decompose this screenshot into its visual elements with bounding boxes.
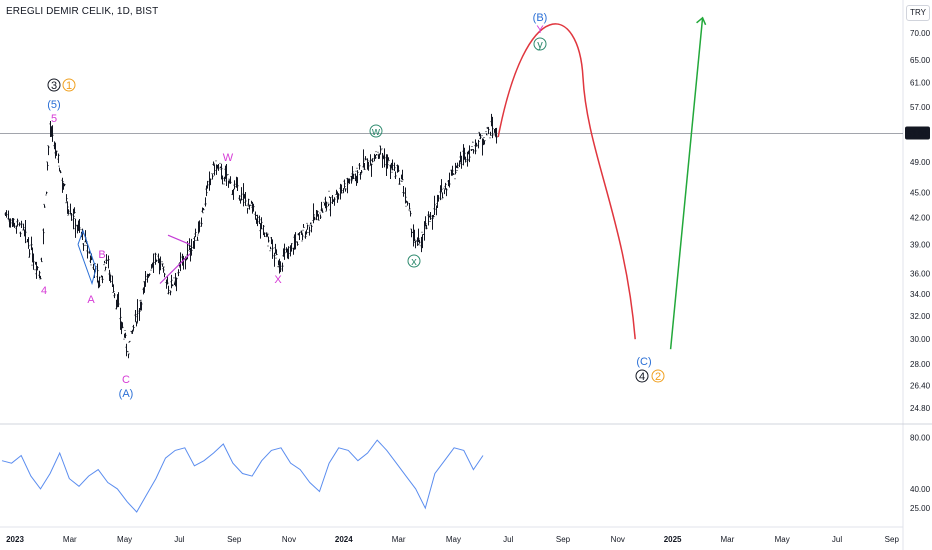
wave-label: y (537, 39, 543, 51)
time-tick-label: 2024 (335, 535, 353, 544)
wave-label-circle (407, 254, 421, 268)
wave-label-circle (62, 78, 76, 92)
time-tick-label: Sep (556, 535, 571, 544)
wave-label-circle (533, 37, 547, 51)
wave-label: (B) (533, 12, 548, 24)
rsi-tick-label: 40.00 (910, 485, 931, 494)
wave-label: X (274, 274, 282, 286)
time-tick-label: Jul (832, 535, 842, 544)
projection-up-arrowhead (696, 16, 707, 26)
time-tick-label: Mar (721, 535, 735, 544)
rsi-line (1, 439, 484, 513)
wave-label-circle (47, 78, 61, 92)
wedge-channel (77, 229, 97, 286)
time-tick-label: Sep (227, 535, 242, 544)
time-tick-label: Sep (885, 535, 900, 544)
price-tick-label: 36.00 (910, 269, 931, 278)
symbol-title: EREGLI DEMIR CELIK, 1D, BIST (6, 6, 159, 17)
wave-label: 2 (655, 371, 661, 383)
wave-label: B (98, 249, 105, 261)
time-tick-label: Jul (174, 535, 184, 544)
wave-label: w (371, 126, 380, 138)
currency-badge[interactable]: TRY (906, 5, 930, 21)
rsi-tick-label: 25.00 (910, 504, 931, 513)
price-tick-label: 24.80 (910, 404, 931, 413)
price-tick-label: 39.00 (910, 240, 931, 249)
price-tick-label: 70.00 (910, 29, 931, 38)
channel-lower (159, 253, 191, 284)
wave-label: (5) (47, 99, 60, 111)
wave-label: (C) (636, 356, 651, 368)
wave-label: A (87, 294, 95, 306)
wave-label: C (122, 374, 130, 386)
time-tick-label: 2025 (664, 535, 682, 544)
wave-label: 1 (66, 80, 72, 92)
time-tick-label: Nov (282, 535, 296, 544)
price-tick-label: 32.00 (910, 312, 931, 321)
time-tick-label: May (775, 535, 790, 544)
wave-label: Y (536, 24, 544, 36)
price-tick-label: 61.00 (910, 79, 931, 88)
price-tick-label: 26.40 (910, 381, 931, 390)
wave-label: 4 (639, 371, 645, 383)
time-tick-label: Mar (392, 535, 406, 544)
wave-label-circle (369, 124, 383, 138)
price-tick-label: 45.00 (910, 189, 931, 198)
wave-label: 5 (51, 113, 57, 125)
channel-upper (167, 234, 191, 245)
time-tick-label: May (117, 535, 132, 544)
wave-label-circle (651, 369, 665, 383)
time-tick-label: 2023 (6, 535, 24, 544)
wave-label: W (223, 152, 234, 164)
wave-label: x (411, 256, 417, 268)
current-price-badge (905, 126, 930, 140)
time-tick-label: May (446, 535, 461, 544)
price-tick-label: 34.00 (910, 290, 931, 299)
time-tick-label: Nov (611, 535, 625, 544)
wave-label-circle (635, 369, 649, 383)
wave-label: (A) (119, 388, 134, 400)
wave-label: 3 (51, 80, 57, 92)
current-price-label: 53.00 (907, 130, 928, 139)
price-tick-label: 28.00 (910, 360, 931, 369)
price-tick-label: 65.00 (910, 56, 931, 65)
projection-up-line (669, 17, 704, 350)
price-tick-label: 42.00 (910, 214, 931, 223)
price-tick-label: 57.00 (910, 103, 931, 112)
wave-label: 4 (41, 285, 47, 297)
rsi-tick-label: 80.00 (910, 434, 931, 443)
time-tick-label: Mar (63, 535, 77, 544)
price-tick-label: 49.00 (910, 158, 931, 167)
price-tick-label: 30.00 (910, 335, 931, 344)
projection-down-path (497, 23, 636, 340)
time-tick-label: Jul (503, 535, 513, 544)
